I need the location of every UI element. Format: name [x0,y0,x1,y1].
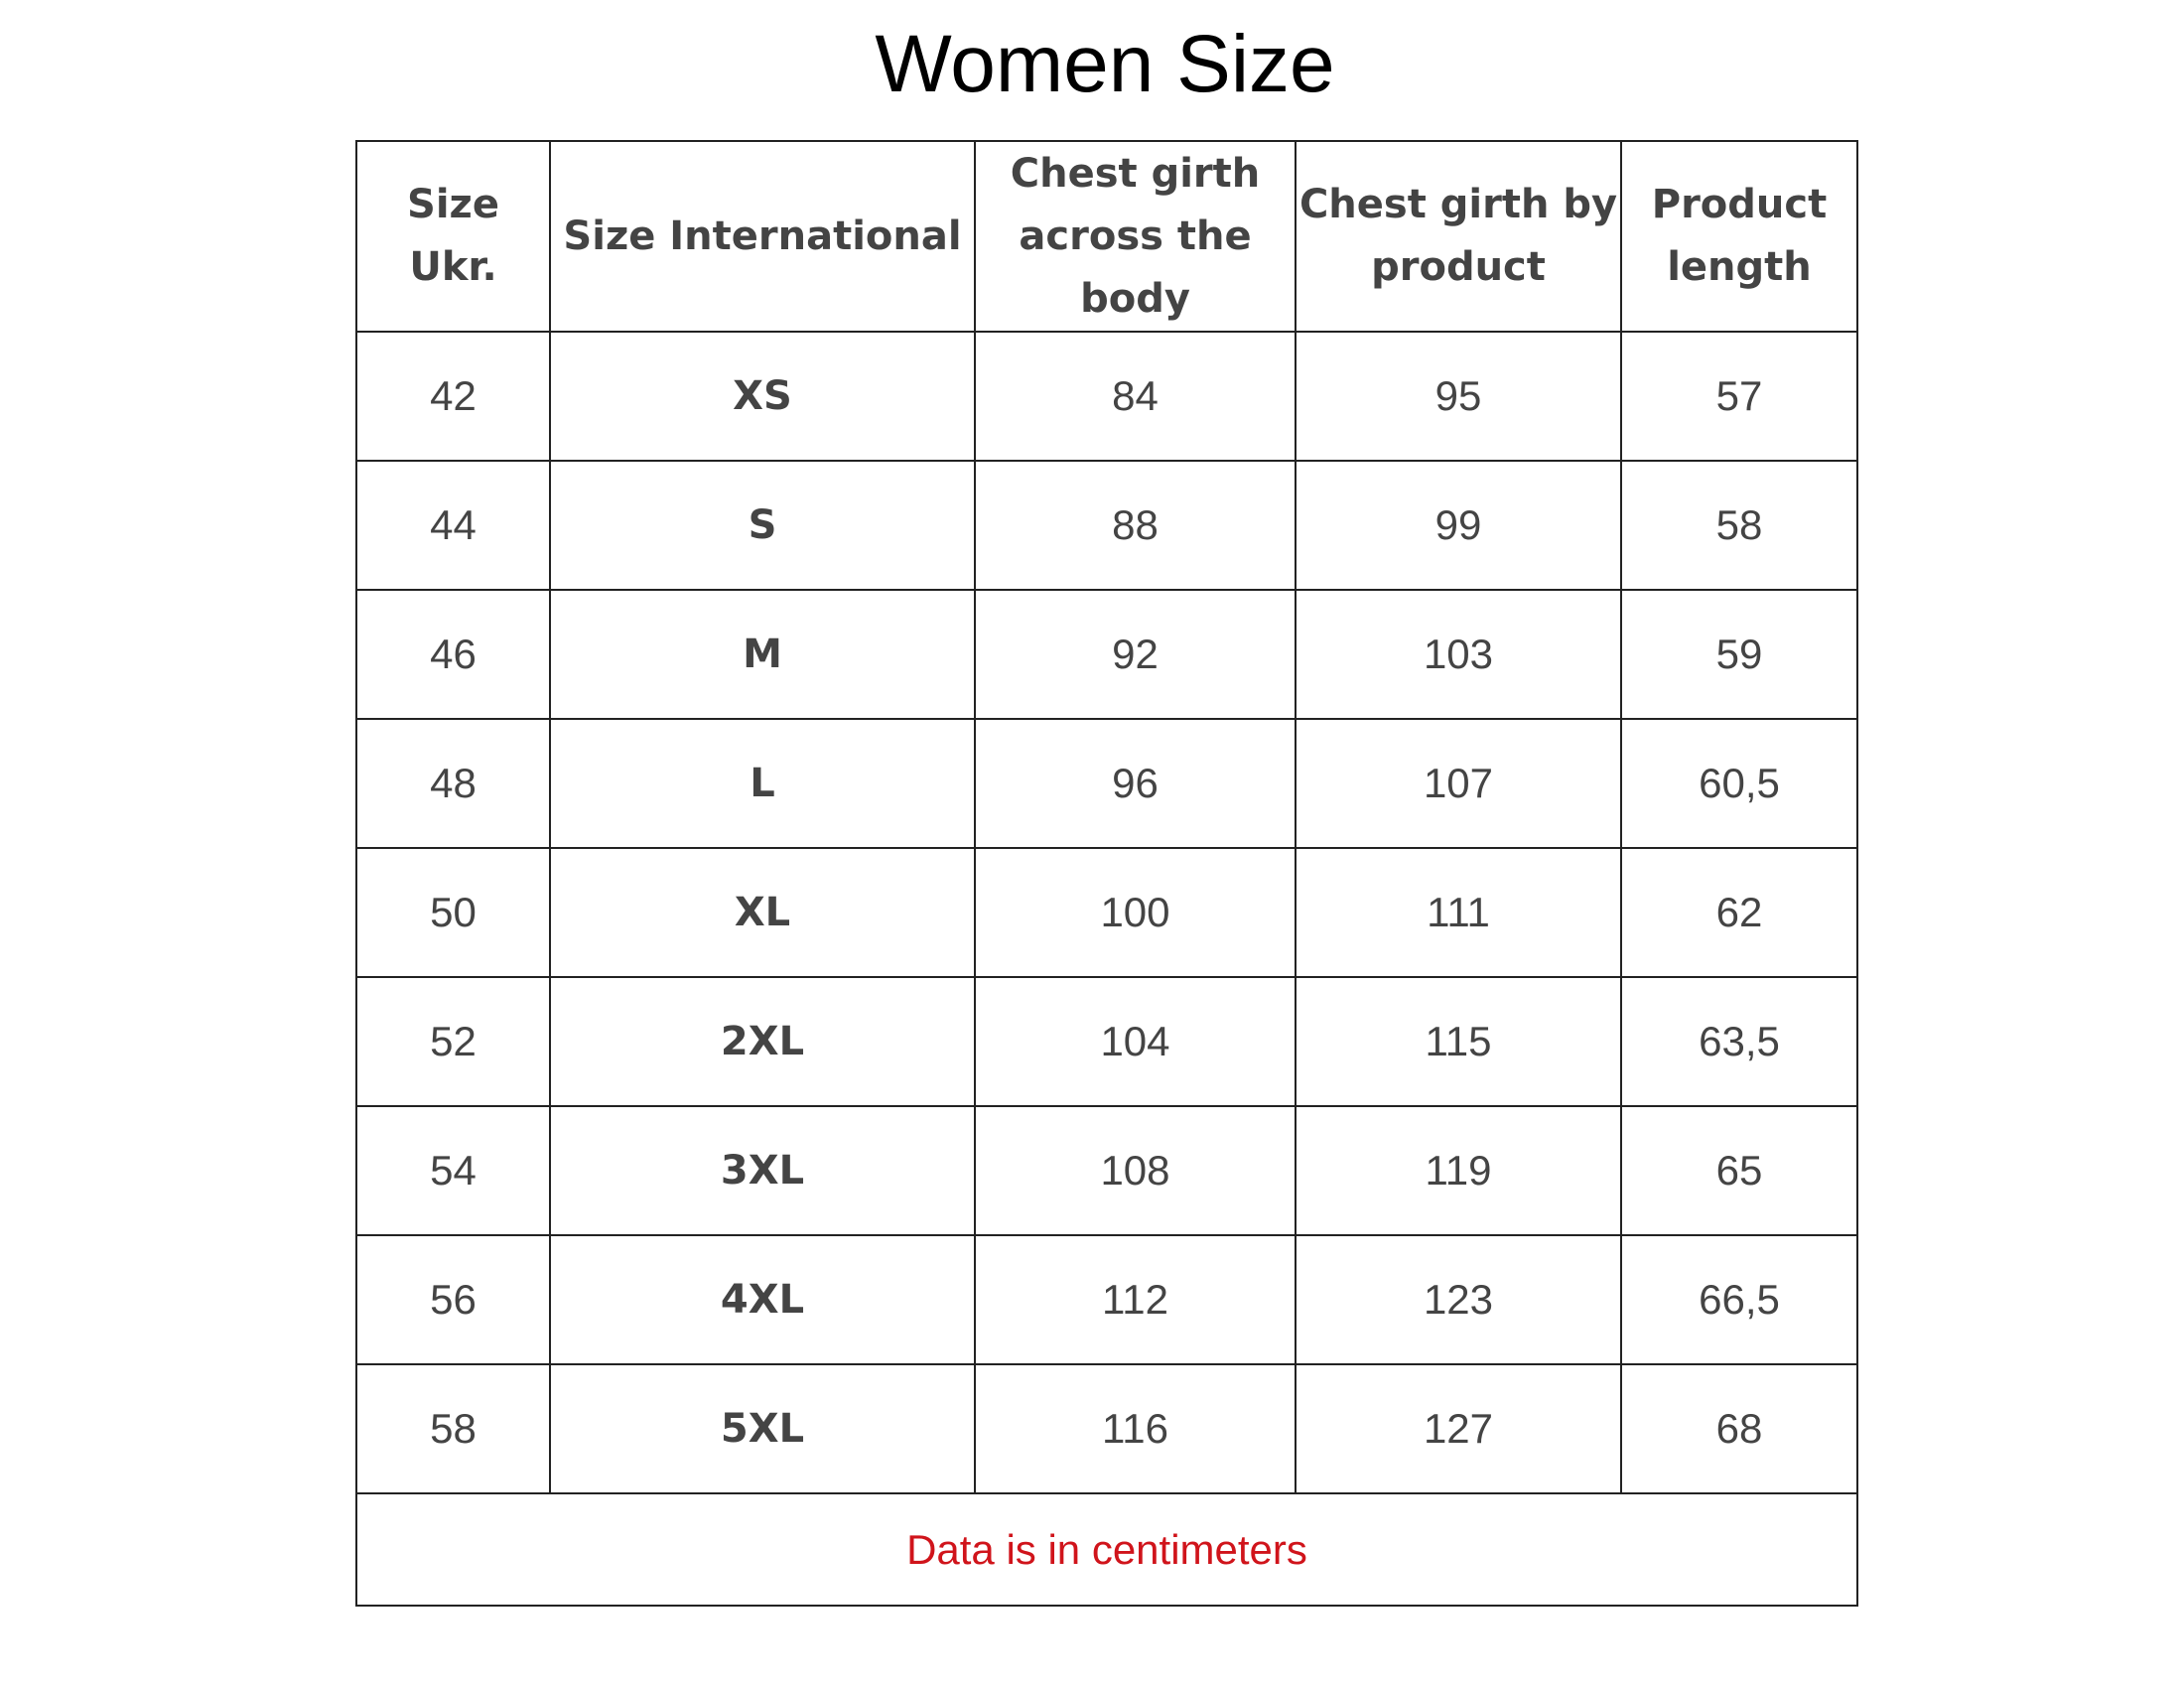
table-row: 56 4XL 112 123 66,5 [355,1234,1858,1365]
table-cell: 60,5 [1620,718,1858,849]
table-cell: 54 [355,1105,551,1236]
column-header: Chest girth by product [1295,140,1622,333]
table-body: 42 XS 84 95 57 44 S 88 99 58 46 M 92 103 59 48 L 96 107 60,… [355,331,1858,1607]
table-cell: 68 [1620,1363,1858,1494]
table-cell: 4XL [549,1234,976,1365]
table-cell: 99 [1295,460,1622,591]
page-title: Women Size [875,19,1335,109]
table-cell: S [549,460,976,591]
table-cell: 46 [355,589,551,720]
table-cell: 48 [355,718,551,849]
table-cell: 56 [355,1234,551,1365]
table-cell: 58 [1620,460,1858,591]
table-cell: XL [549,847,976,978]
table-cell: 5XL [549,1363,976,1494]
table-cell: 95 [1295,331,1622,462]
table-row: 48 L 96 107 60,5 [355,718,1858,849]
table-cell: 108 [974,1105,1297,1236]
table-row: 42 XS 84 95 57 [355,331,1858,462]
size-table: Size Ukr. Size International Chest girth a… [355,140,1858,1607]
table-row: 50 XL 100 111 62 [355,847,1858,978]
table-cell: 59 [1620,589,1858,720]
table-cell: 123 [1295,1234,1622,1365]
column-header: Product length [1620,140,1858,333]
column-header: Chest girth across the body [974,140,1297,333]
table-cell: 63,5 [1620,976,1858,1107]
table-cell: XS [549,331,976,462]
column-header: Size International [549,140,976,333]
table-cell: 2XL [549,976,976,1107]
table-cell: 104 [974,976,1297,1107]
table-row: 44 S 88 99 58 [355,460,1858,591]
table-cell: 66,5 [1620,1234,1858,1365]
note: Data is in centimeters [355,1492,1858,1607]
table-row: 52 2XL 104 115 63,5 [355,976,1858,1107]
table-cell: 42 [355,331,551,462]
table-cell: 103 [1295,589,1622,720]
table-cell: 88 [974,460,1297,591]
table-cell: 52 [355,976,551,1107]
table-cell: 84 [974,331,1297,462]
table-row: 54 3XL 108 119 65 [355,1105,1858,1236]
table-cell: 50 [355,847,551,978]
table-cell: 58 [355,1363,551,1494]
header-row: Size Ukr. Size International Chest girth a… [355,140,1858,333]
table-row: 46 M 92 103 59 [355,589,1858,720]
column-header: Size Ukr. [355,140,551,333]
table-cell: 3XL [549,1105,976,1236]
note-row: Data is in centimeters [355,1492,1858,1607]
table-cell: 127 [1295,1363,1622,1494]
table-cell: 92 [974,589,1297,720]
table-cell: 107 [1295,718,1622,849]
table-cell: 57 [1620,331,1858,462]
table-cell: 112 [974,1234,1297,1365]
table-cell: 100 [974,847,1297,978]
table-cell: 116 [974,1363,1297,1494]
table-row: 58 5XL 116 127 68 [355,1363,1858,1494]
table-cell: 62 [1620,847,1858,978]
table-cell: 96 [974,718,1297,849]
table-cell: 44 [355,460,551,591]
table-cell: M [549,589,976,720]
table-cell: 119 [1295,1105,1622,1236]
table-cell: 65 [1620,1105,1858,1236]
table-cell: 115 [1295,976,1622,1107]
table-cell: 111 [1295,847,1622,978]
table-cell: L [549,718,976,849]
